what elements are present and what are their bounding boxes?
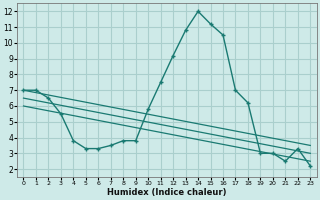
X-axis label: Humidex (Indice chaleur): Humidex (Indice chaleur) [107,188,227,197]
